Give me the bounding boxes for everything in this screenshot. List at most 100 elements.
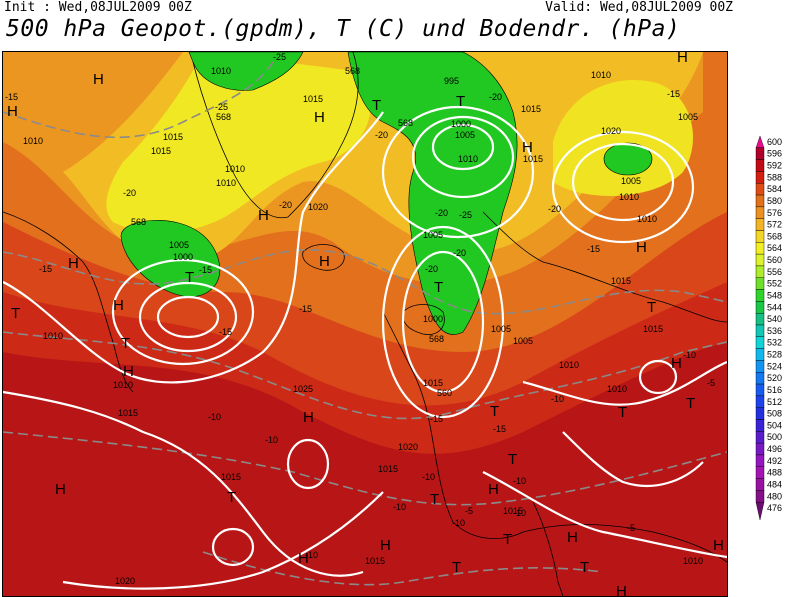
pressure-label: 1010 [23, 136, 43, 146]
low-symbol: T [227, 489, 236, 506]
low-symbol: T [430, 491, 439, 508]
high-symbol: H [567, 529, 578, 546]
temp-label: -15 [667, 89, 680, 99]
low-symbol: T [503, 531, 512, 548]
temp-label: -20 [375, 130, 388, 140]
legend-label: 600 [767, 137, 782, 147]
temp-label: -15 [493, 424, 506, 434]
legend-swatch [755, 383, 765, 397]
low-symbol: T [618, 404, 627, 421]
high-symbol: H [303, 409, 314, 426]
pressure-label: 995 [444, 76, 459, 86]
temp-label: -25 [273, 52, 286, 62]
legend-label: 564 [767, 243, 782, 253]
legend-label: 504 [767, 420, 782, 430]
legend-swatch [755, 348, 765, 361]
pressure-label: 1000 [451, 119, 471, 129]
legend-swatch [755, 218, 765, 231]
temp-label: -10 [513, 476, 526, 486]
high-symbol: H [488, 481, 499, 498]
legend-swatch [755, 206, 765, 219]
high-symbol: H [113, 297, 124, 314]
legend-swatch [755, 277, 765, 290]
high-symbol: H [93, 71, 104, 88]
legend-swatch [755, 183, 765, 196]
temp-label: -20 [453, 248, 466, 258]
legend-label: 548 [767, 290, 782, 300]
pressure-label: 1010 [637, 214, 657, 224]
temp-label: -15 [5, 92, 18, 102]
legend-label: 540 [767, 314, 782, 324]
temp-label: -10 [452, 518, 465, 528]
field-green-low-scandinavia [347, 52, 518, 335]
high-symbol: H [677, 51, 688, 66]
high-symbol: H [68, 255, 79, 272]
pressure-label: 1020 [115, 576, 135, 586]
high-symbol: H [298, 550, 309, 567]
temp-label: -10 [551, 394, 564, 404]
legend-label: 480 [767, 491, 782, 501]
isotherms [3, 61, 727, 586]
geopotential-labels: 568 568 568 568 568 560 [131, 66, 452, 398]
pressure-labels: 1010 1010 1015 1015 1015 1010 1020 1010 … [23, 66, 703, 586]
legend-label: 492 [767, 456, 782, 466]
field-green-low-greenland [188, 52, 304, 91]
temp-label: -20 [435, 208, 448, 218]
legend-label: 596 [767, 149, 782, 159]
pressure-label: 1005 [455, 130, 475, 140]
legend-swatch [755, 419, 765, 432]
legend-swatch [755, 407, 765, 420]
legend-swatch [755, 289, 765, 302]
temp-label: -10 [265, 435, 278, 445]
pressure-label: 1020 [601, 126, 621, 136]
high-symbol: H [636, 239, 647, 256]
legend-swatch [755, 147, 765, 160]
temp-label: -10 [513, 508, 526, 518]
low-symbol: T [372, 97, 381, 114]
pressure-label: 1015 [221, 472, 241, 482]
high-low-symbols: H H H H H H H H H H H H H H H H H H H H … [7, 51, 724, 597]
pressure-label: 1015 [423, 378, 443, 388]
temperature-labels: -25 -20 -15 -25 -20 -15 -15 -10 -10 -10 … [5, 52, 715, 560]
geopot-label: 568 [429, 334, 444, 344]
temp-label: -15 [219, 327, 232, 337]
temp-label: -20 [123, 188, 136, 198]
high-symbol: H [55, 481, 66, 498]
legend-swatch [755, 478, 765, 491]
legend-label: 528 [767, 350, 782, 360]
coastlines [3, 52, 727, 596]
legend-label: 484 [767, 479, 782, 489]
legend-swatch [755, 194, 765, 208]
legend-swatch [755, 159, 765, 172]
legend-label: 508 [767, 409, 782, 419]
field-yellow [106, 52, 371, 233]
temp-label: -10 [208, 412, 221, 422]
pressure-label: 1010 [619, 192, 639, 202]
legend-swatch [755, 372, 765, 385]
legend-swatch [755, 454, 765, 467]
color-legend: 6005965925885845805765725685645605565525… [755, 135, 782, 521]
pressure-label: 1010 [591, 70, 611, 80]
temp-label: -10 [422, 472, 435, 482]
geopot-label: 560 [437, 388, 452, 398]
pressure-label: 1000 [173, 252, 193, 262]
pressure-label: 1015 [643, 324, 663, 334]
pressure-label: 1020 [308, 202, 328, 212]
pressure-label: 1000 [423, 314, 443, 324]
pressure-label: 1005 [678, 112, 698, 122]
high-symbol: H [319, 253, 330, 270]
temp-label: -20 [279, 200, 292, 210]
legend-label: 488 [767, 468, 782, 478]
low-symbol: T [647, 299, 656, 316]
high-symbol: H [616, 583, 627, 597]
isobars [3, 105, 727, 590]
geopot-label: 568 [398, 118, 413, 128]
legend-swatch [755, 230, 765, 243]
temp-label: -5 [627, 523, 635, 533]
legend-swatch [755, 360, 765, 373]
low-symbol: T [434, 279, 443, 296]
legend-swatch [755, 312, 765, 326]
pressure-label: 1010 [607, 384, 627, 394]
low-symbol: T [580, 559, 589, 576]
legend-label: 592 [767, 161, 782, 171]
